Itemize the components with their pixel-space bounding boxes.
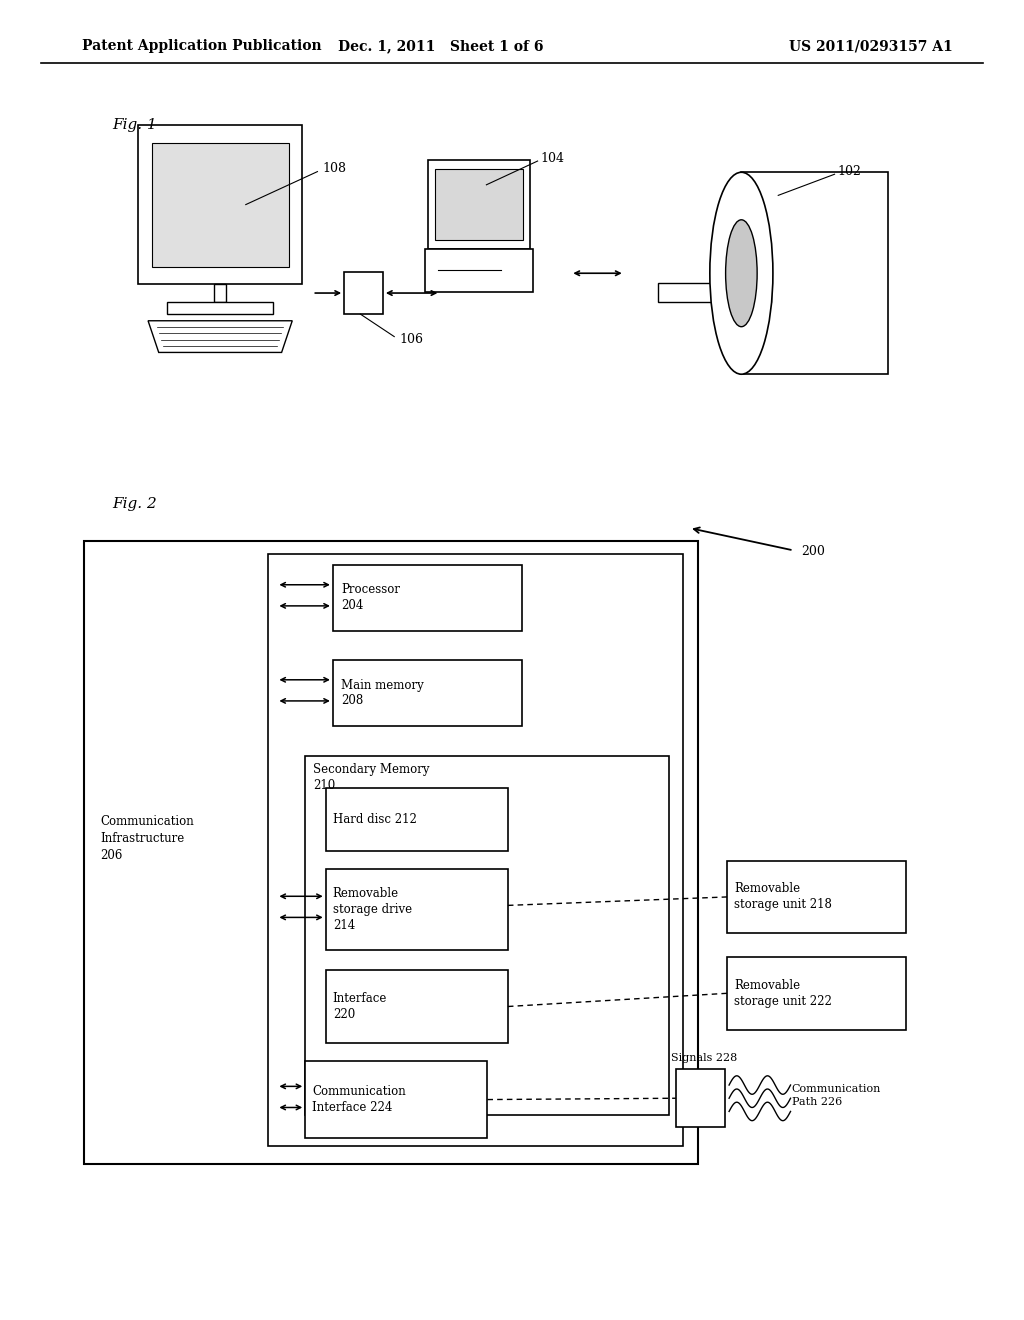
Text: US 2011/0293157 A1: US 2011/0293157 A1 xyxy=(788,40,952,53)
Text: Communication
Interface 224: Communication Interface 224 xyxy=(312,1085,407,1114)
FancyBboxPatch shape xyxy=(727,957,906,1030)
FancyBboxPatch shape xyxy=(333,565,522,631)
Text: Signals 228: Signals 228 xyxy=(671,1052,737,1063)
Text: Interface
220: Interface 220 xyxy=(333,993,387,1020)
FancyBboxPatch shape xyxy=(305,1061,487,1138)
Text: Patent Application Publication: Patent Application Publication xyxy=(82,40,322,53)
Text: Processor
204: Processor 204 xyxy=(341,583,400,612)
Text: Fig. 2: Fig. 2 xyxy=(113,498,158,511)
Text: Removable
storage drive
214: Removable storage drive 214 xyxy=(333,887,412,932)
Text: 104: 104 xyxy=(541,152,564,165)
Text: Main memory
208: Main memory 208 xyxy=(341,678,424,708)
FancyBboxPatch shape xyxy=(84,541,698,1164)
FancyBboxPatch shape xyxy=(426,249,534,292)
Text: Dec. 1, 2011   Sheet 1 of 6: Dec. 1, 2011 Sheet 1 of 6 xyxy=(338,40,543,53)
FancyBboxPatch shape xyxy=(658,282,771,302)
Ellipse shape xyxy=(710,172,773,375)
Text: Communication
Path 226: Communication Path 226 xyxy=(792,1085,881,1106)
Text: 200: 200 xyxy=(801,545,824,558)
FancyBboxPatch shape xyxy=(435,169,523,240)
Text: 106: 106 xyxy=(399,333,423,346)
FancyBboxPatch shape xyxy=(326,869,508,950)
Text: Secondary Memory
210: Secondary Memory 210 xyxy=(313,763,430,792)
FancyBboxPatch shape xyxy=(333,660,522,726)
FancyBboxPatch shape xyxy=(152,143,289,267)
Text: Removable
storage unit 222: Removable storage unit 222 xyxy=(734,979,833,1007)
FancyBboxPatch shape xyxy=(326,970,508,1043)
FancyBboxPatch shape xyxy=(428,160,530,249)
Text: 102: 102 xyxy=(838,165,861,178)
Text: Fig. 1: Fig. 1 xyxy=(113,119,158,132)
FancyBboxPatch shape xyxy=(676,1069,725,1127)
FancyBboxPatch shape xyxy=(214,284,226,302)
FancyBboxPatch shape xyxy=(326,788,508,851)
FancyBboxPatch shape xyxy=(727,861,906,933)
Text: 108: 108 xyxy=(323,162,346,176)
Text: Hard disc 212: Hard disc 212 xyxy=(333,813,417,826)
FancyBboxPatch shape xyxy=(138,125,302,284)
Ellipse shape xyxy=(726,219,757,327)
FancyBboxPatch shape xyxy=(741,172,888,375)
Text: Communication
Infrastructure
206: Communication Infrastructure 206 xyxy=(100,814,195,862)
FancyBboxPatch shape xyxy=(268,554,683,1146)
Polygon shape xyxy=(148,321,292,352)
FancyBboxPatch shape xyxy=(344,272,383,314)
FancyBboxPatch shape xyxy=(305,756,669,1115)
FancyBboxPatch shape xyxy=(167,302,273,314)
Text: Removable
storage unit 218: Removable storage unit 218 xyxy=(734,883,833,911)
